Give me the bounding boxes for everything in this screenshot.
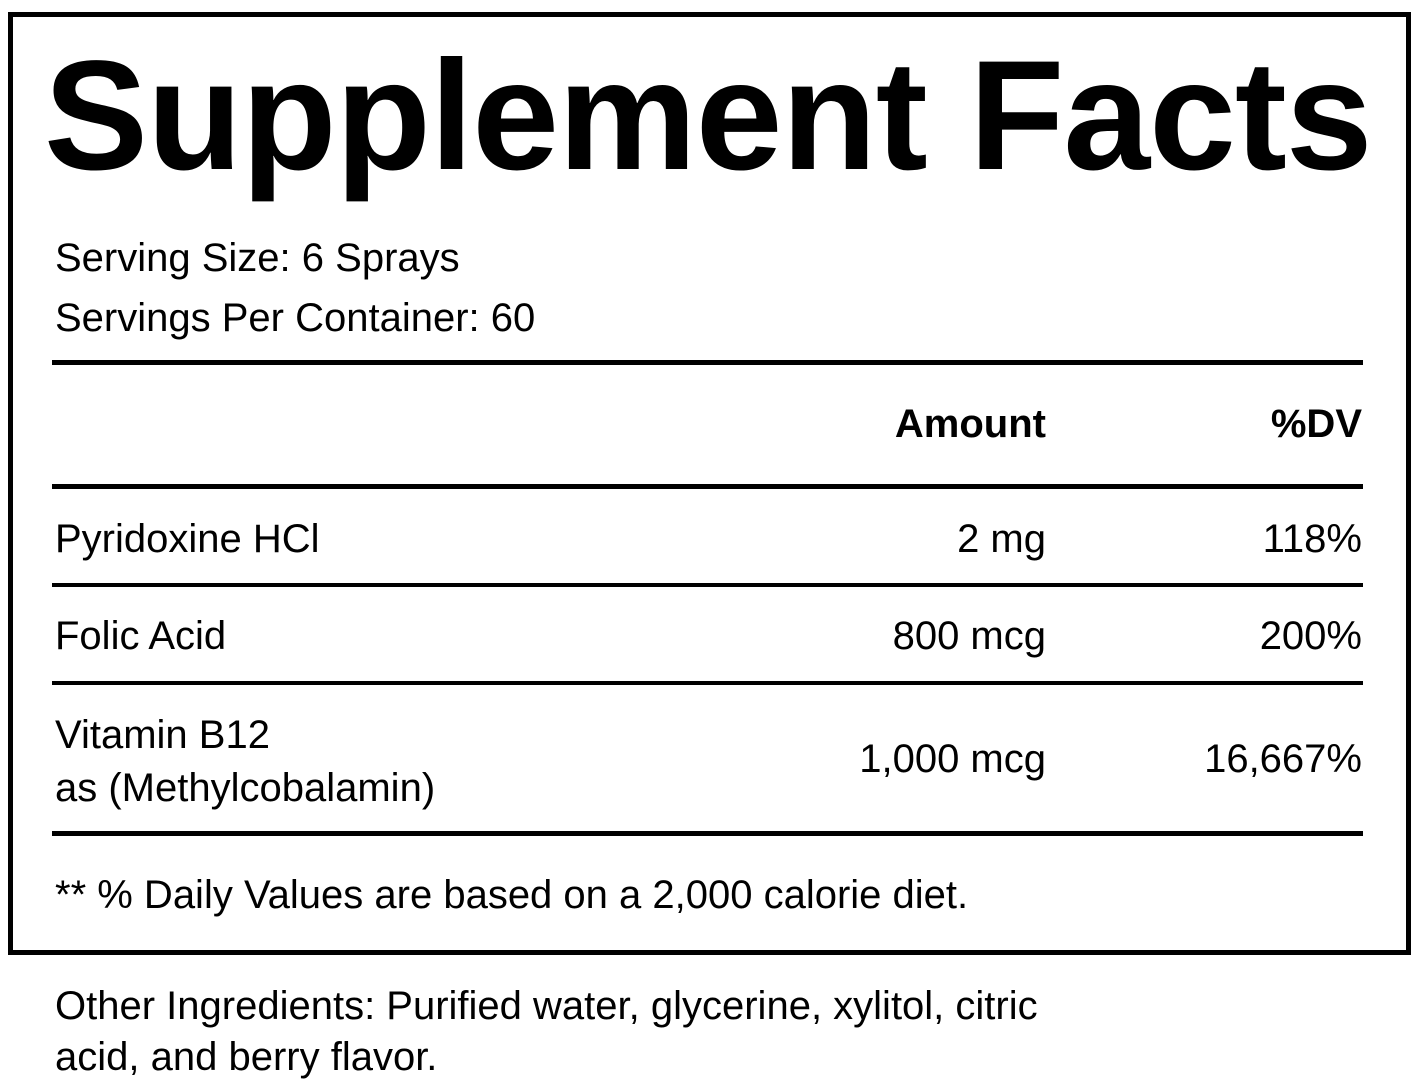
nutrient-name: Vitamin B12 [55, 713, 270, 757]
divider [52, 360, 1363, 365]
nutrient-amount: 2 mg [957, 517, 1046, 561]
footnote: ** % Daily Values are based on a 2,000 c… [55, 873, 969, 917]
other-ingredients-continued: acid, and berry flavor. [55, 1035, 438, 1079]
nutrient-dv: 200% [1259, 614, 1362, 658]
nutrient-dv: 16,667% [1204, 737, 1362, 781]
divider [52, 484, 1363, 489]
other-ingredients: Other Ingredients: Purified water, glyce… [55, 984, 1038, 1028]
nutrient-name: Pyridoxine HCl [55, 517, 320, 561]
supplement-facts-panel [8, 12, 1411, 955]
divider [52, 583, 1363, 587]
servings-per-container: Servings Per Container: 60 [55, 296, 536, 340]
panel-title: Supplement Facts [44, 29, 1373, 203]
amount-header: Amount [894, 402, 1046, 446]
nutrient-amount: 1,000 mcg [859, 737, 1046, 781]
nutrient-form: as (Methylcobalamin) [55, 766, 436, 810]
dv-header: %DV [1270, 402, 1362, 446]
nutrient-dv: 118% [1262, 517, 1362, 561]
serving-size: Serving Size: 6 Sprays [55, 236, 460, 280]
divider [52, 681, 1363, 685]
divider [52, 831, 1363, 836]
nutrient-amount: 800 mcg [892, 614, 1046, 658]
nutrient-name: Folic Acid [55, 614, 227, 658]
